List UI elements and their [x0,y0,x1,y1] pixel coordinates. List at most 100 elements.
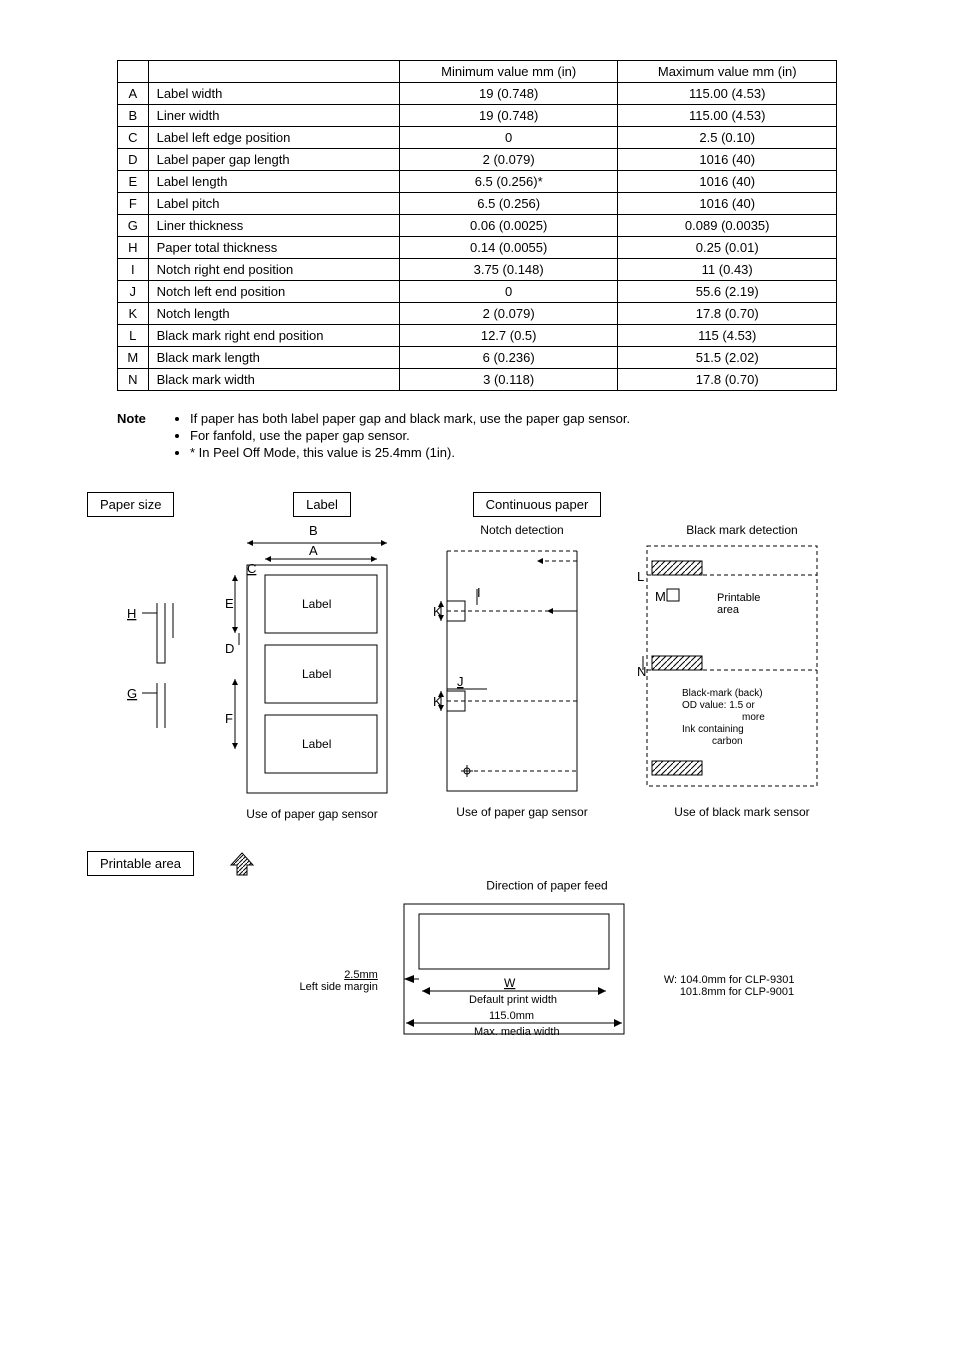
cell-max: 0.089 (0.0035) [618,215,837,237]
cell-name: Notch right end position [148,259,399,281]
label-text-1: Label [302,597,331,611]
cell-name: Notch left end position [148,281,399,303]
note-block: Note If paper has both label paper gap a… [117,411,837,462]
note-item: For fanfold, use the paper gap sensor. [190,428,630,443]
table-row: ALabel width19 (0.748)115.00 (4.53) [118,83,837,105]
cell-letter: M [118,347,149,369]
blackmark-title: Black mark detection [637,523,847,537]
letter-A: A [309,543,318,558]
cell-max: 115 (4.53) [618,325,837,347]
cell-name: Label paper gap length [148,149,399,171]
letter-D: D [225,641,234,656]
margin-label: Left side margin [300,981,378,993]
caption-1: Use of paper gap sensor [217,807,407,821]
label-diagram: B A C Label Label Label [217,523,407,803]
default-width: Default print width [469,994,557,1006]
cell-max: 11 (0.43) [618,259,837,281]
cell-max: 1016 (40) [618,171,837,193]
note-list: If paper has both label paper gap and bl… [172,411,630,462]
table-row: INotch right end position3.75 (0.148)11 … [118,259,837,281]
svg-text:Black-mark (back): Black-mark (back) [682,688,763,699]
caption-3: Use of black mark sensor [637,805,847,819]
continuous-box: Continuous paper [473,492,602,517]
col-letter [118,61,149,83]
cell-min: 19 (0.748) [399,105,618,127]
note-item: If paper has both label paper gap and bl… [190,411,630,426]
letter-H: H [127,606,136,621]
letter-N: N [637,664,646,679]
letter-L: L [637,569,644,584]
blackmark-diagram: L M Printable area N Black-mark (back) O… [637,541,847,801]
max-width-label: Max. media width [474,1026,560,1038]
feed-label: Direction of paper feed [486,879,607,893]
cell-min: 6.5 (0.256)* [399,171,618,193]
cell-name: Label length [148,171,399,193]
table-row: ELabel length6.5 (0.256)*1016 (40) [118,171,837,193]
thickness-diagram: H G [87,583,197,783]
cell-min: 3.75 (0.148) [399,259,618,281]
table-row: JNotch left end position055.6 (2.19) [118,281,837,303]
cell-letter: A [118,83,149,105]
cell-max: 55.6 (2.19) [618,281,837,303]
cell-max: 115.00 (4.53) [618,105,837,127]
cell-max: 1016 (40) [618,193,837,215]
cell-min: 3 (0.118) [399,369,618,391]
table-row: CLabel left edge position02.5 (0.10) [118,127,837,149]
cell-name: Liner width [148,105,399,127]
printable-text: Printable [717,592,760,604]
letter-M: M [655,589,666,604]
cell-min: 2 (0.079) [399,149,618,171]
cell-min: 0 [399,281,618,303]
cell-min: 2 (0.079) [399,303,618,325]
cell-max: 2.5 (0.10) [618,127,837,149]
letter-F: F [225,711,233,726]
cell-letter: D [118,149,149,171]
table-row: BLiner width19 (0.748)115.00 (4.53) [118,105,837,127]
margin-val: 2.5mm [300,969,378,981]
table-row: NBlack mark width3 (0.118)17.8 (0.70) [118,369,837,391]
letter-C: C [247,561,256,576]
cell-name: Black mark right end position [148,325,399,347]
letter-I: I [477,585,481,600]
table-row: MBlack mark length6 (0.236)51.5 (2.02) [118,347,837,369]
cell-min: 12.7 (0.5) [399,325,618,347]
cell-name: Paper total thickness [148,237,399,259]
cell-name: Notch length [148,303,399,325]
col-max: Maximum value mm (in) [618,61,837,83]
cell-name: Liner thickness [148,215,399,237]
cell-name: Label pitch [148,193,399,215]
table-row: DLabel paper gap length2 (0.079)1016 (40… [118,149,837,171]
cell-letter: B [118,105,149,127]
label-text-3: Label [302,737,331,751]
col-name [148,61,399,83]
cell-letter: E [118,171,149,193]
cell-max: 17.8 (0.70) [618,369,837,391]
cell-letter: C [118,127,149,149]
letter-W: W [504,976,516,990]
cell-letter: I [118,259,149,281]
cell-min: 6.5 (0.256) [399,193,618,215]
label-box: Label [293,492,351,517]
feed-arrow-icon [227,851,257,877]
cell-min: 0 [399,127,618,149]
table-row: HPaper total thickness0.14 (0.0055)0.25 … [118,237,837,259]
cell-max: 0.25 (0.01) [618,237,837,259]
cell-min: 0.14 (0.0055) [399,237,618,259]
cell-letter: J [118,281,149,303]
notch-title: Notch detection [427,523,617,537]
table-row: GLiner thickness0.06 (0.0025)0.089 (0.00… [118,215,837,237]
cell-min: 19 (0.748) [399,83,618,105]
svg-text:OD value: 1.5 or: OD value: 1.5 or [682,700,755,711]
table-row: KNotch length2 (0.079)17.8 (0.70) [118,303,837,325]
cell-letter: L [118,325,149,347]
svg-text:Ink containing: Ink containing [682,724,744,735]
cell-letter: G [118,215,149,237]
cell-max: 17.8 (0.70) [618,303,837,325]
col-min: Minimum value mm (in) [399,61,618,83]
cell-letter: N [118,369,149,391]
cell-letter: H [118,237,149,259]
svg-text:carbon: carbon [712,736,743,747]
cell-name: Black mark length [148,347,399,369]
svg-text:more: more [742,712,765,723]
w-note-1: W: 104.0mm for CLP-9301 [664,974,795,986]
